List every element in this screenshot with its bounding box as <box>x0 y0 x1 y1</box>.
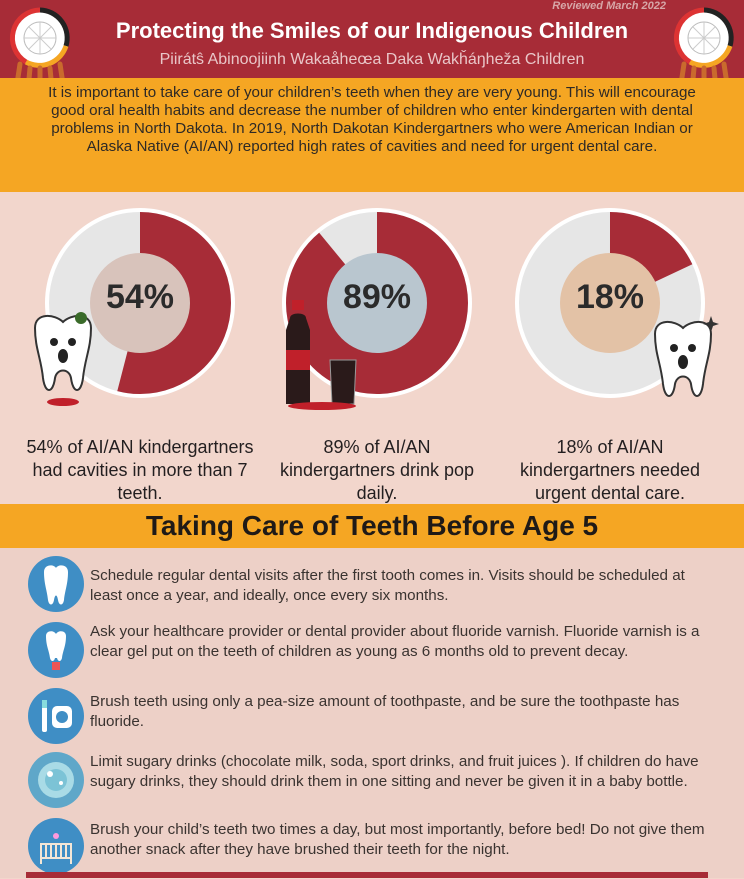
section-title: Taking Care of Teeth Before Age 5 <box>145 510 599 541</box>
tip-text: Limit sugary drinks (chocolate milk, sod… <box>90 753 699 790</box>
donut-value-arc <box>519 212 701 394</box>
donut-value-arc <box>49 212 231 394</box>
intro-text: It is important to take care of your chi… <box>48 84 696 155</box>
stat-caption: 89% of AI/AN kindergartners drink pop da… <box>279 437 475 503</box>
fluoride-tooth-icon <box>28 622 84 678</box>
tip-text: Brush teeth using only a pea-size amount… <box>90 693 680 730</box>
stats-section: 54% 54% of AI/AN kindergartners had cavi… <box>0 192 744 504</box>
bottom-divider <box>26 872 708 878</box>
donut-value-arc <box>286 212 468 394</box>
crib-icon <box>28 818 84 874</box>
stat-caption: 54% of AI/AN kindergartners had cavities… <box>26 437 254 503</box>
intro-panel: It is important to take care of your chi… <box>0 78 744 192</box>
donut-chart <box>45 208 235 398</box>
soda-bottle-icon <box>286 300 357 410</box>
stat-caption: 18% of AI/AN kindergartners needed urgen… <box>519 437 701 503</box>
sugary-drink-icon <box>28 752 84 808</box>
scared-tooth-icon <box>33 312 93 406</box>
tooth-icon <box>28 556 84 612</box>
tip-text: Schedule regular dental visits after the… <box>90 567 685 604</box>
header-banner: Reviewed March 2022 Protecting the Smile… <box>0 0 744 78</box>
stat-percent: 89% <box>342 278 412 316</box>
tip-text: Ask your healthcare provider or dental p… <box>90 623 700 660</box>
page-subtitle: Piirátŝ Abinoojiinh Wakaåheœa Daka Wakȟá… <box>159 51 585 68</box>
shocked-tooth-icon <box>653 316 719 397</box>
section-band: Taking Care of Teeth Before Age 5 <box>0 504 744 548</box>
tip-text: Brush your child’s teeth two times a day… <box>90 821 705 858</box>
stat-percent: 18% <box>575 278 645 316</box>
reviewed-date: Reviewed March 2022 <box>552 0 666 12</box>
toothbrush-floss-icon <box>28 688 84 744</box>
page-title: Protecting the Smiles of our Indigenous … <box>115 18 629 43</box>
donut-chart <box>282 208 472 398</box>
tips-section: Schedule regular dental visits after the… <box>0 548 744 878</box>
stat-percent: 54% <box>105 278 175 316</box>
